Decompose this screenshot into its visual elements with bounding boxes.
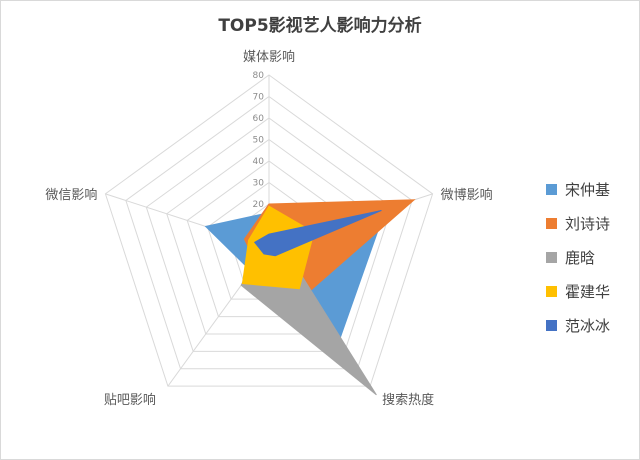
grid-ring-70 — [125, 95, 413, 370]
legend-swatch — [546, 251, 557, 263]
legend-item: 宋仲基 — [546, 172, 610, 206]
series-area-4 — [253, 209, 382, 257]
legend-label: 宋仲基 — [565, 180, 611, 199]
legend-swatch — [546, 183, 557, 195]
axis-label-2: 搜索热度 — [382, 392, 434, 408]
grid-ring-80 — [104, 74, 434, 387]
legend-label: 鹿晗 — [565, 248, 596, 267]
tick-label-20: 20 — [253, 200, 265, 210]
tick-label-60: 60 — [253, 114, 265, 124]
tick-label-30: 30 — [253, 179, 265, 189]
axis-label-0: 媒体影响 — [243, 49, 295, 65]
legend-swatch — [546, 319, 557, 331]
legend-swatch — [546, 285, 557, 297]
axis-label-3: 贴吧影响 — [104, 392, 156, 408]
axis-label-1: 微博影响 — [441, 187, 493, 203]
axis-label-4: 微信影响 — [45, 187, 97, 203]
tick-label-50: 50 — [253, 136, 265, 146]
legend: 宋仲基刘诗诗鹿晗霍建华范冰冰 — [546, 172, 610, 342]
legend-label: 霍建华 — [565, 282, 611, 301]
legend-label: 刘诗诗 — [565, 214, 611, 233]
legend-swatch — [546, 217, 557, 229]
legend-label: 范冰冰 — [565, 316, 611, 335]
legend-item: 刘诗诗 — [546, 206, 610, 240]
tick-label-70: 70 — [253, 93, 265, 103]
tick-label-40: 40 — [253, 157, 265, 167]
legend-item: 鹿晗 — [546, 240, 610, 274]
tick-label-80: 80 — [253, 71, 265, 81]
chart-title: TOP5影视艺人影响力分析 — [218, 16, 422, 36]
legend-item: 霍建华 — [546, 274, 610, 308]
legend-item: 范冰冰 — [546, 308, 610, 342]
grid-ring-60 — [145, 117, 393, 352]
